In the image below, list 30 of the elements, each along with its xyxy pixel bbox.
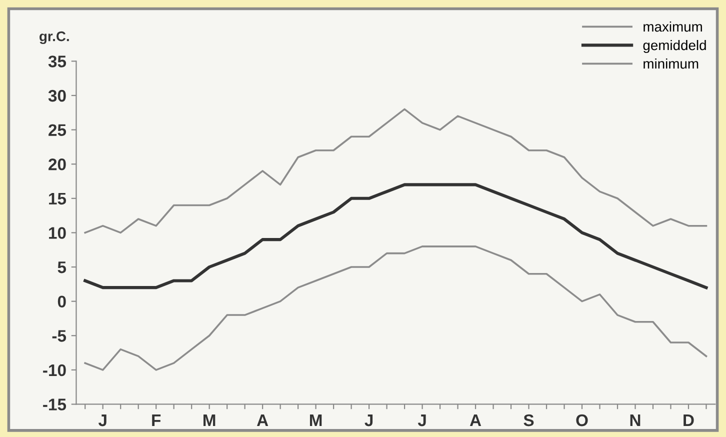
x-tick-label: O [576,414,588,426]
y-tick-label: 35 [48,56,66,68]
line-series [84,108,708,234]
x-tick-label: A [470,414,482,426]
x-tick-label: F [152,414,161,426]
legend-label: gemiddeld [643,40,706,53]
y-tick-label: 5 [58,262,66,274]
x-tick-label: J [364,414,373,426]
y-tick-label: 0 [58,296,66,308]
y-tick-label: 25 [48,124,66,136]
line-series [84,183,708,290]
x-tick-label: S [524,414,534,426]
y-tick-label: 30 [48,90,66,102]
x-tick-label: J [418,414,426,426]
y-axis-title: gr.C. [40,31,69,44]
y-tick-label: 20 [48,158,66,170]
y-tick-label: -5 [52,330,66,342]
line-series [84,246,708,371]
x-tick-label: D [684,414,694,426]
x-tick-label: M [310,414,322,426]
y-tick-label: -15 [43,398,66,410]
x-tick-label: J [98,414,106,426]
legend-label: minimum [644,58,698,69]
y-tick-label: 15 [49,192,66,205]
y-tick-label: 10 [49,227,66,239]
x-tick-label: M [204,414,216,426]
x-tick-label: N [630,414,640,426]
x-tick-label: A [256,414,268,426]
legend-label: maximum [644,21,702,32]
y-tick-label: -10 [43,364,66,376]
